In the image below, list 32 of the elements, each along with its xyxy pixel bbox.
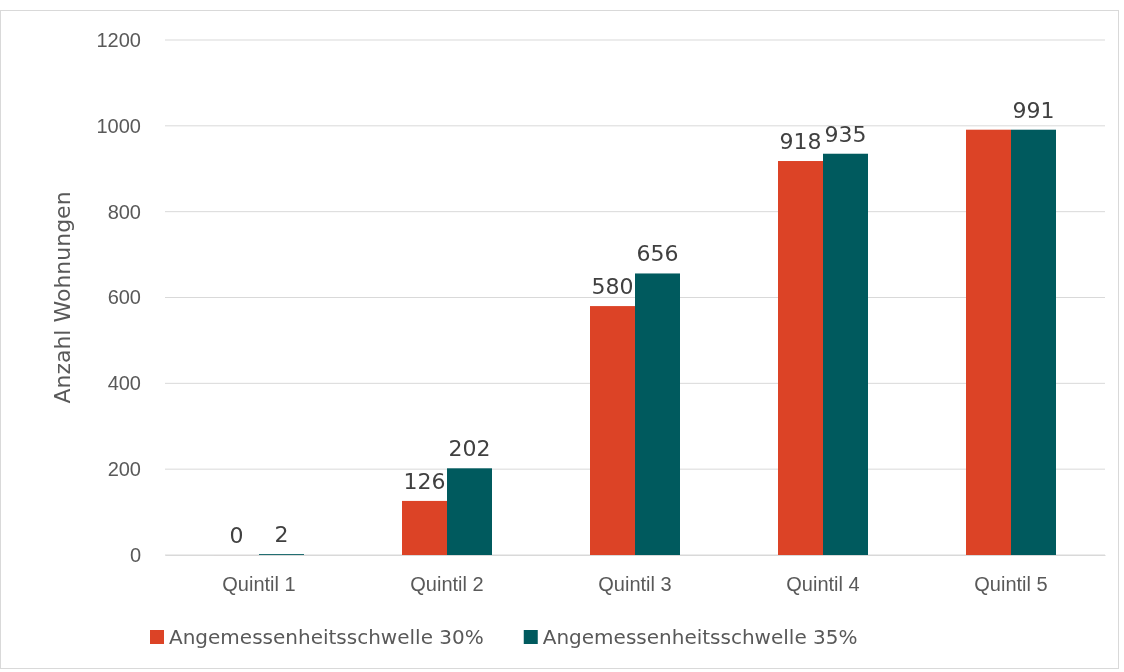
y-tick-label: 1000 [96, 114, 141, 137]
data-label: 935 [824, 121, 867, 147]
data-label: 580 [591, 274, 634, 300]
bar [1011, 129, 1056, 555]
bar [590, 306, 635, 555]
legend-label: Angemessenheitsschwelle 35% [542, 625, 858, 649]
bar [447, 468, 492, 555]
data-label: 126 [403, 468, 446, 494]
x-tick-label: Quintil 1 [222, 573, 296, 596]
bar [402, 500, 447, 555]
legend-label: Angemessenheitsschwelle 30% [169, 625, 484, 649]
y-tick-label: 0 [129, 543, 141, 566]
data-label: 0 [229, 523, 244, 548]
x-tick-label: Quintil 4 [786, 573, 860, 596]
data-label: 991 [1012, 97, 1055, 123]
x-tick-label: Quintil 5 [974, 573, 1048, 596]
data-label: 2 [274, 522, 289, 548]
x-tick-label: Quintil 2 [410, 573, 484, 596]
bar [778, 161, 823, 555]
bar [966, 129, 1011, 555]
y-tick-label: 400 [107, 372, 141, 395]
data-label: 918 [779, 129, 822, 155]
data-label: 202 [448, 436, 491, 462]
data-label: 656 [636, 241, 679, 267]
y-axis-title: Anzahl Wohnungen [50, 191, 75, 404]
bar [823, 153, 868, 555]
bar [635, 273, 680, 555]
y-tick-label: 600 [107, 286, 141, 309]
x-tick-label: Quintil 3 [598, 573, 672, 596]
y-tick-label: 1200 [96, 28, 141, 51]
y-tick-label: 200 [107, 458, 141, 481]
y-tick-label: 800 [107, 200, 141, 223]
